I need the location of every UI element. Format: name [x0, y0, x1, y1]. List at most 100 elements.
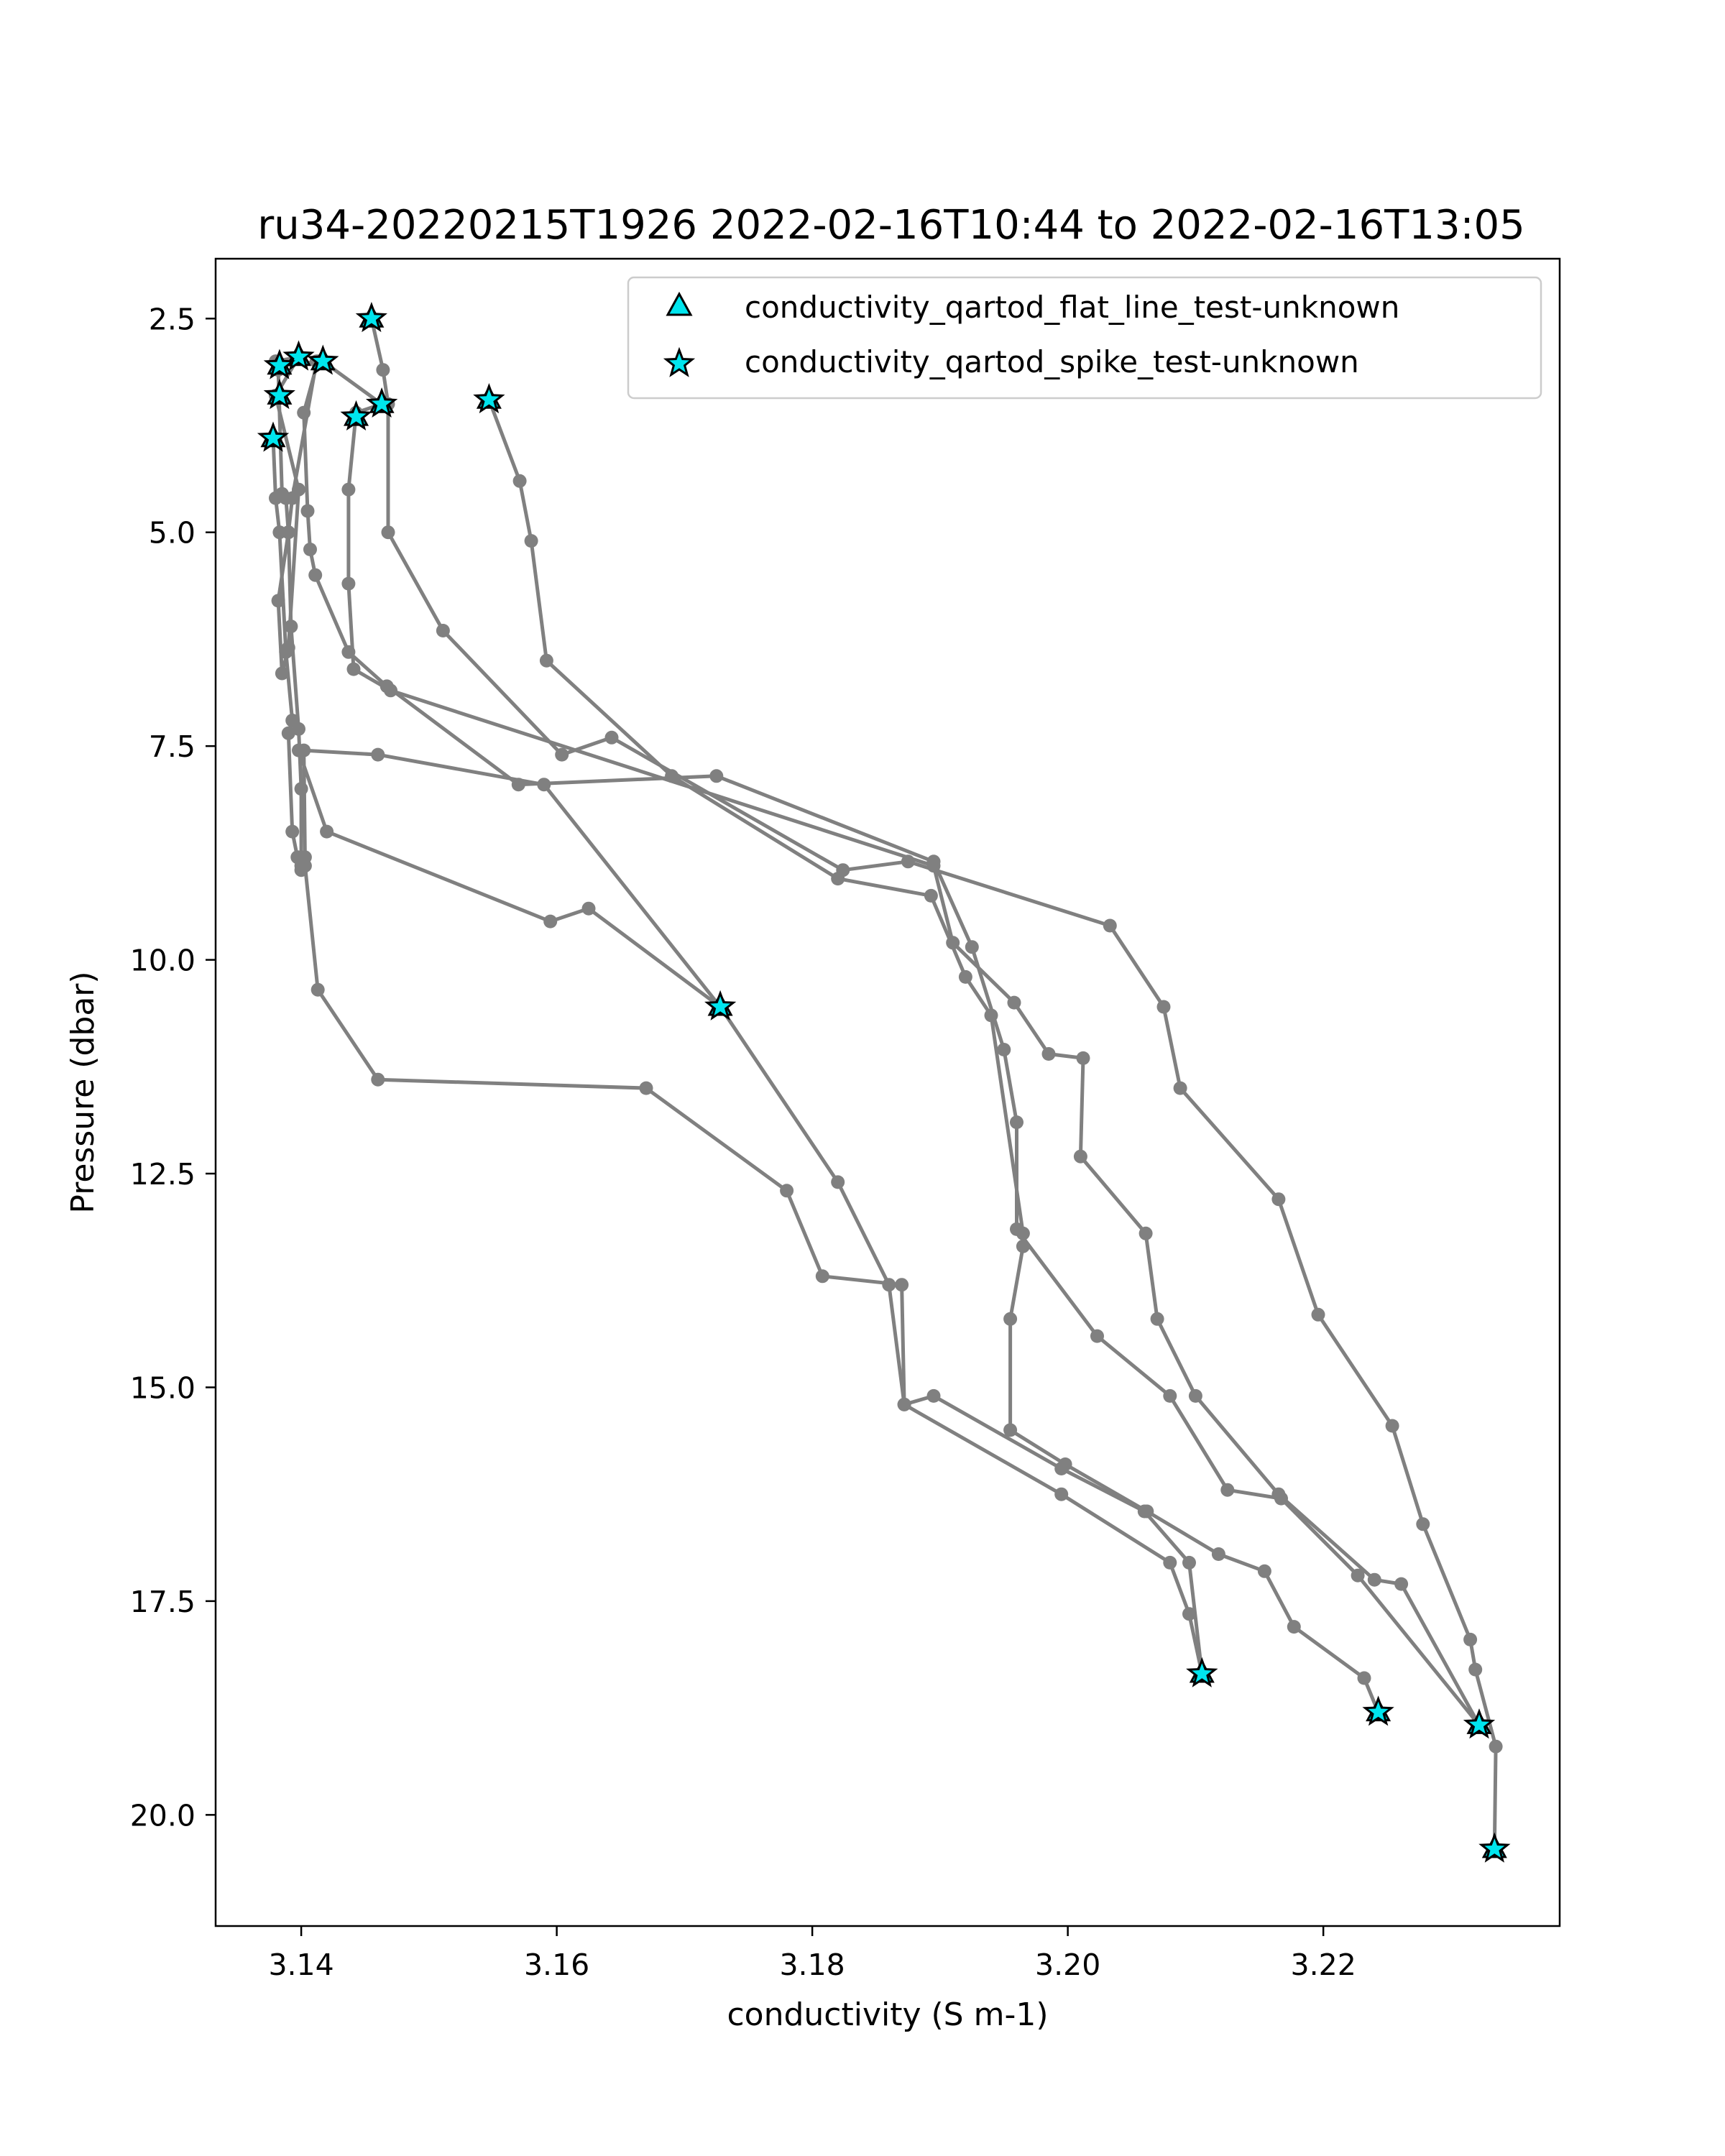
spike-marker [1186, 1657, 1218, 1687]
y-tick-label: 12.5 [130, 1157, 196, 1192]
data-point [297, 405, 311, 420]
x-tick-label: 3.20 [1035, 1948, 1100, 1982]
data-point [1188, 1388, 1202, 1403]
data-point [284, 619, 298, 634]
data-point [831, 1175, 845, 1189]
data-point [300, 504, 315, 518]
data-point [924, 888, 938, 903]
star-icon [663, 346, 696, 377]
legend-label-flat-line: conductivity_qartod_flat_line_test-unkno… [745, 290, 1399, 325]
legend-triangle-marker [666, 291, 693, 316]
data-point [1007, 995, 1021, 1010]
data-point [1274, 1491, 1288, 1506]
spike-marker [1362, 1695, 1394, 1726]
spike-marker [282, 340, 315, 371]
data-point [1137, 1504, 1151, 1519]
data-point [1211, 1547, 1225, 1561]
data-point [639, 1081, 653, 1095]
spike-marker [365, 387, 398, 418]
data-point [965, 940, 979, 954]
data-point [537, 778, 551, 792]
data-point [371, 1072, 385, 1087]
data-point [895, 1278, 909, 1292]
data-point [780, 1184, 794, 1198]
legend-label-spike: conductivity_qartod_spike_test-unknown [745, 344, 1359, 379]
data-point [1357, 1671, 1371, 1685]
data-point [958, 969, 972, 984]
data-point [292, 722, 305, 736]
data-point [341, 482, 356, 497]
spike-marker [1478, 1832, 1511, 1863]
data-point [581, 901, 596, 916]
triangle-icon [666, 291, 693, 316]
data-point [292, 743, 305, 757]
data-point [436, 624, 450, 637]
y-axis: 2.5 5.0 7.5 10.0 12.5 15.0 17.5 20.0 [130, 302, 216, 1833]
spike-marker [473, 383, 505, 414]
legend-star-marker [663, 346, 696, 377]
data-point [1076, 1051, 1090, 1065]
x-tick-label: 3.16 [524, 1948, 589, 1982]
y-tick-label: 10.0 [130, 944, 196, 978]
data-point [604, 730, 619, 745]
data-point [303, 543, 317, 556]
legend: conductivity_qartod_flat_line_test-unkno… [627, 276, 1542, 400]
data-point [1010, 1222, 1024, 1236]
data-point [539, 653, 553, 668]
data-point [524, 534, 538, 548]
data-point [926, 854, 941, 869]
data-point [275, 666, 289, 681]
data-point [1163, 1388, 1177, 1403]
data-point [1010, 1115, 1024, 1130]
data-point [341, 645, 356, 659]
data-point [555, 747, 569, 762]
spike-marker [307, 344, 339, 375]
spike-marker [340, 400, 372, 430]
y-tick-label: 7.5 [149, 729, 196, 764]
data-point [1054, 1462, 1069, 1475]
data-point [285, 824, 300, 839]
data-point [1468, 1662, 1483, 1677]
data-point [1287, 1620, 1301, 1634]
data-point [1182, 1555, 1196, 1570]
data-point [1271, 1192, 1286, 1207]
data-point [381, 525, 395, 540]
data-point [320, 824, 334, 839]
data-point [926, 1388, 941, 1403]
data-point [298, 859, 312, 873]
plot-frame [214, 257, 1561, 1927]
spike-marker [355, 302, 387, 333]
spike-marker [704, 990, 737, 1021]
data-point [1003, 1312, 1018, 1326]
data-point [946, 936, 960, 950]
data-point [1138, 1226, 1153, 1240]
data-point [831, 872, 845, 886]
x-tick-label: 3.22 [1291, 1948, 1356, 1982]
data-point [1220, 1483, 1235, 1497]
data-point [543, 914, 558, 929]
y-axis-label: Pressure (dbar) [65, 971, 101, 1213]
data-point [371, 747, 385, 762]
data-point [279, 491, 293, 505]
x-axis: 3.14 3.16 3.18 3.20 3.22 [268, 1926, 1356, 1982]
data-point [1394, 1577, 1409, 1591]
data-point [1367, 1572, 1381, 1587]
data-point [376, 363, 390, 377]
spike-marker [263, 349, 295, 379]
data-point [1003, 1423, 1018, 1437]
data-point [1156, 1000, 1171, 1014]
profile-line-4 [271, 438, 722, 1008]
profile-line-5 [274, 361, 1204, 1674]
data-point [1041, 1047, 1056, 1061]
data-point [1173, 1081, 1187, 1095]
legend-frame [627, 276, 1542, 400]
data-point [346, 662, 361, 676]
data-point [1351, 1568, 1365, 1583]
data-point [897, 1397, 911, 1411]
data-point [281, 525, 295, 540]
data-point [882, 1278, 896, 1292]
profile-line-0 [369, 318, 1498, 1849]
data-point [1311, 1307, 1325, 1322]
data-point [341, 576, 356, 591]
data-point [1163, 1555, 1177, 1570]
